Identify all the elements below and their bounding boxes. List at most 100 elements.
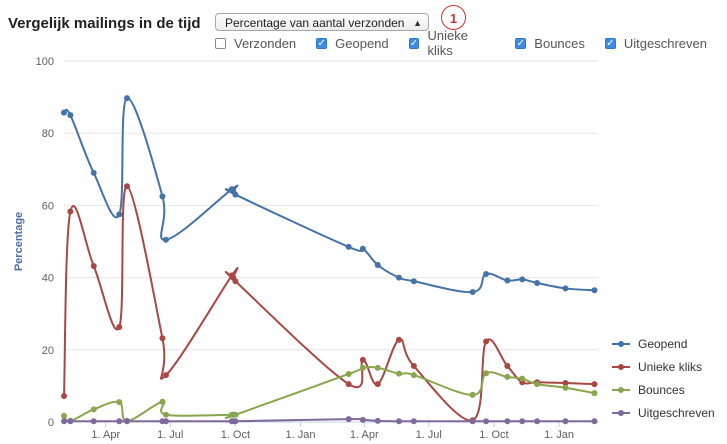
data-point-bounces xyxy=(61,412,67,419)
legend-item-geopend[interactable]: Geopend xyxy=(612,337,687,351)
data-point-geopend xyxy=(504,277,511,284)
x-tick-label: 1. Oct xyxy=(221,429,250,441)
toggle-label: Verzonden xyxy=(234,35,297,51)
data-point-geopend xyxy=(469,289,476,296)
data-point-uitgeschreven xyxy=(116,418,123,425)
data-point-unieke-kliks xyxy=(504,363,511,370)
data-point-bounces xyxy=(345,370,352,377)
data-point-geopend xyxy=(410,278,417,285)
metric-dropdown-value: Percentage van aantal verzonden xyxy=(225,16,405,30)
data-point-unieke-kliks xyxy=(116,324,123,331)
toggle-uitgeschreven[interactable]: ✓ Uitgeschreven xyxy=(604,35,707,51)
data-point-uitgeschreven xyxy=(504,418,511,425)
x-tick-label: 1. Apr xyxy=(91,429,120,441)
data-point-unieke-kliks xyxy=(410,363,417,370)
data-point-unieke-kliks xyxy=(124,183,131,190)
data-point-geopend xyxy=(562,285,569,292)
data-point-geopend xyxy=(162,236,169,243)
y-tick-label: 60 xyxy=(42,200,54,212)
toggle-verzonden[interactable]: Verzonden xyxy=(215,35,296,51)
toggle-label: Uitgeschreven xyxy=(623,35,707,51)
toggle-unieke-kliks[interactable]: ✓ Unieke kliks xyxy=(408,28,496,58)
data-point-uitgeschreven xyxy=(591,418,598,425)
data-point-unieke-kliks xyxy=(359,356,366,363)
y-tick-label: 80 xyxy=(42,128,54,140)
data-point-geopend xyxy=(116,211,123,218)
data-point-unieke-kliks xyxy=(591,381,598,388)
legend-label: Bounces xyxy=(638,383,685,397)
series-line-geopend xyxy=(63,97,595,294)
data-point-bounces xyxy=(162,411,169,418)
legend-label: Geopend xyxy=(638,337,687,351)
data-point-unieke-kliks xyxy=(90,263,97,270)
data-point-uitgeschreven xyxy=(90,418,97,425)
data-point-bounces xyxy=(469,391,476,398)
data-point-bounces xyxy=(519,375,526,382)
toggle-label: Geopend xyxy=(335,35,389,51)
data-point-uitgeschreven xyxy=(162,418,169,425)
step-badge: 1 xyxy=(441,5,466,30)
data-point-bounces xyxy=(90,406,97,413)
data-point-geopend xyxy=(395,274,402,281)
data-point-uitgeschreven xyxy=(410,418,417,425)
checkbox-icon[interactable] xyxy=(215,37,226,49)
checkbox-icon[interactable]: ✓ xyxy=(604,37,616,49)
legend-item-uitgeschreven[interactable]: Uitgeschreven xyxy=(612,406,715,420)
toggle-label: Bounces xyxy=(534,35,585,51)
y-tick-label: 20 xyxy=(42,345,54,357)
y-tick-label: 100 xyxy=(36,56,54,68)
data-point-bounces xyxy=(504,373,511,380)
data-point-unieke-kliks xyxy=(345,381,352,388)
legend-marker xyxy=(618,387,624,393)
data-point-bounces xyxy=(359,364,366,371)
legend-marker xyxy=(618,410,624,416)
y-axis-label: Percentage xyxy=(13,212,25,271)
data-point-geopend xyxy=(159,193,166,200)
data-point-bounces xyxy=(591,390,598,397)
data-point-uitgeschreven xyxy=(232,418,239,425)
series-line-uitgeschreven xyxy=(64,418,595,423)
data-point-geopend xyxy=(519,276,526,283)
legend-marker xyxy=(618,341,624,347)
data-point-unieke-kliks xyxy=(61,393,67,400)
y-tick-label: 0 xyxy=(48,417,54,429)
toggle-geopend[interactable]: ✓ Geopend xyxy=(316,35,389,51)
data-point-unieke-kliks xyxy=(232,278,239,285)
data-point-uitgeschreven xyxy=(534,418,541,425)
metric-dropdown[interactable]: Percentage van aantal verzonden ▲︎ xyxy=(215,13,429,31)
checkbox-icon[interactable]: ✓ xyxy=(515,37,527,49)
x-tick-label: 1. Jul xyxy=(157,429,183,441)
y-tick-label: 40 xyxy=(42,273,54,285)
data-point-uitgeschreven xyxy=(519,418,526,425)
data-point-uitgeschreven xyxy=(345,416,352,423)
data-point-unieke-kliks xyxy=(395,336,402,343)
data-point-uitgeschreven xyxy=(395,418,402,425)
data-point-unieke-kliks xyxy=(374,381,381,388)
data-point-unieke-kliks xyxy=(159,335,166,342)
x-tick-label: 1. Oct xyxy=(479,429,508,441)
checkbox-icon[interactable]: ✓ xyxy=(408,37,420,49)
data-point-bounces xyxy=(116,399,123,406)
data-point-bounces xyxy=(374,364,381,371)
toggle-bounces[interactable]: ✓ Bounces xyxy=(515,35,585,51)
data-point-uitgeschreven xyxy=(124,418,131,425)
checkbox-icon[interactable]: ✓ xyxy=(316,37,328,49)
data-point-geopend xyxy=(483,270,490,277)
legend-item-bounces[interactable]: Bounces xyxy=(612,383,685,397)
series-toggles: Verzonden ✓ Geopend ✓ Unieke kliks ✓ Bounces ✓ U… xyxy=(215,28,727,58)
data-point-uitgeschreven xyxy=(67,418,74,425)
data-point-bounces xyxy=(232,411,239,418)
legend-item-unieke-kliks[interactable]: Unieke kliks xyxy=(612,360,702,374)
legend-marker xyxy=(618,364,624,370)
series-line-bounces xyxy=(63,366,595,423)
data-point-geopend xyxy=(90,169,97,176)
legend-label: Uitgeschreven xyxy=(638,406,715,420)
data-point-geopend xyxy=(67,112,74,119)
data-point-unieke-kliks xyxy=(162,372,169,379)
data-point-uitgeschreven xyxy=(359,416,366,423)
data-point-geopend xyxy=(374,261,381,268)
x-tick-label: 1. Jan xyxy=(286,429,316,441)
data-point-geopend xyxy=(124,95,131,102)
data-point-geopend xyxy=(591,287,598,294)
